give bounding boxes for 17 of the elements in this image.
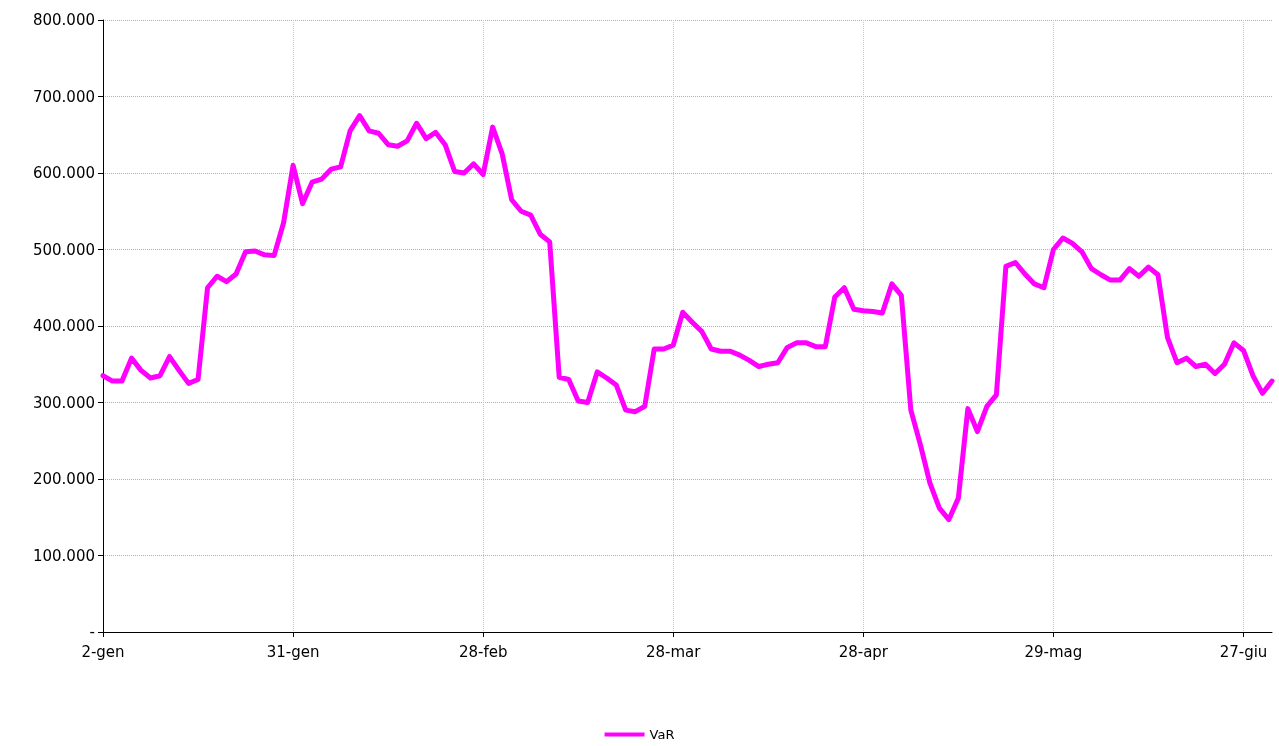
y-tick-label: - bbox=[89, 623, 95, 641]
x-tick-label: 31-gen bbox=[266, 642, 320, 661]
y-tick-label: 300.000 bbox=[32, 393, 95, 412]
x-tick-label: 29-mag bbox=[1024, 642, 1083, 661]
x-tick-label: 28-feb bbox=[458, 642, 508, 661]
x-tick-label: 28-apr bbox=[838, 642, 889, 661]
y-tick-label: 600.000 bbox=[32, 164, 95, 182]
y-tick-label: 500.000 bbox=[32, 240, 95, 259]
y-tick-label: 200.000 bbox=[32, 470, 95, 488]
x-tick-label: 28-mar bbox=[646, 642, 702, 661]
y-tick-label: 800.000 bbox=[32, 11, 95, 29]
y-tick-label: 700.000 bbox=[32, 87, 95, 106]
x-tick-label: 2-gen bbox=[81, 642, 125, 661]
x-tick-label: 27-giu bbox=[1219, 642, 1268, 661]
legend-label: VaR bbox=[649, 727, 675, 742]
y-tick-label: 100.000 bbox=[32, 546, 95, 565]
y-tick-label: 400.000 bbox=[32, 317, 95, 335]
